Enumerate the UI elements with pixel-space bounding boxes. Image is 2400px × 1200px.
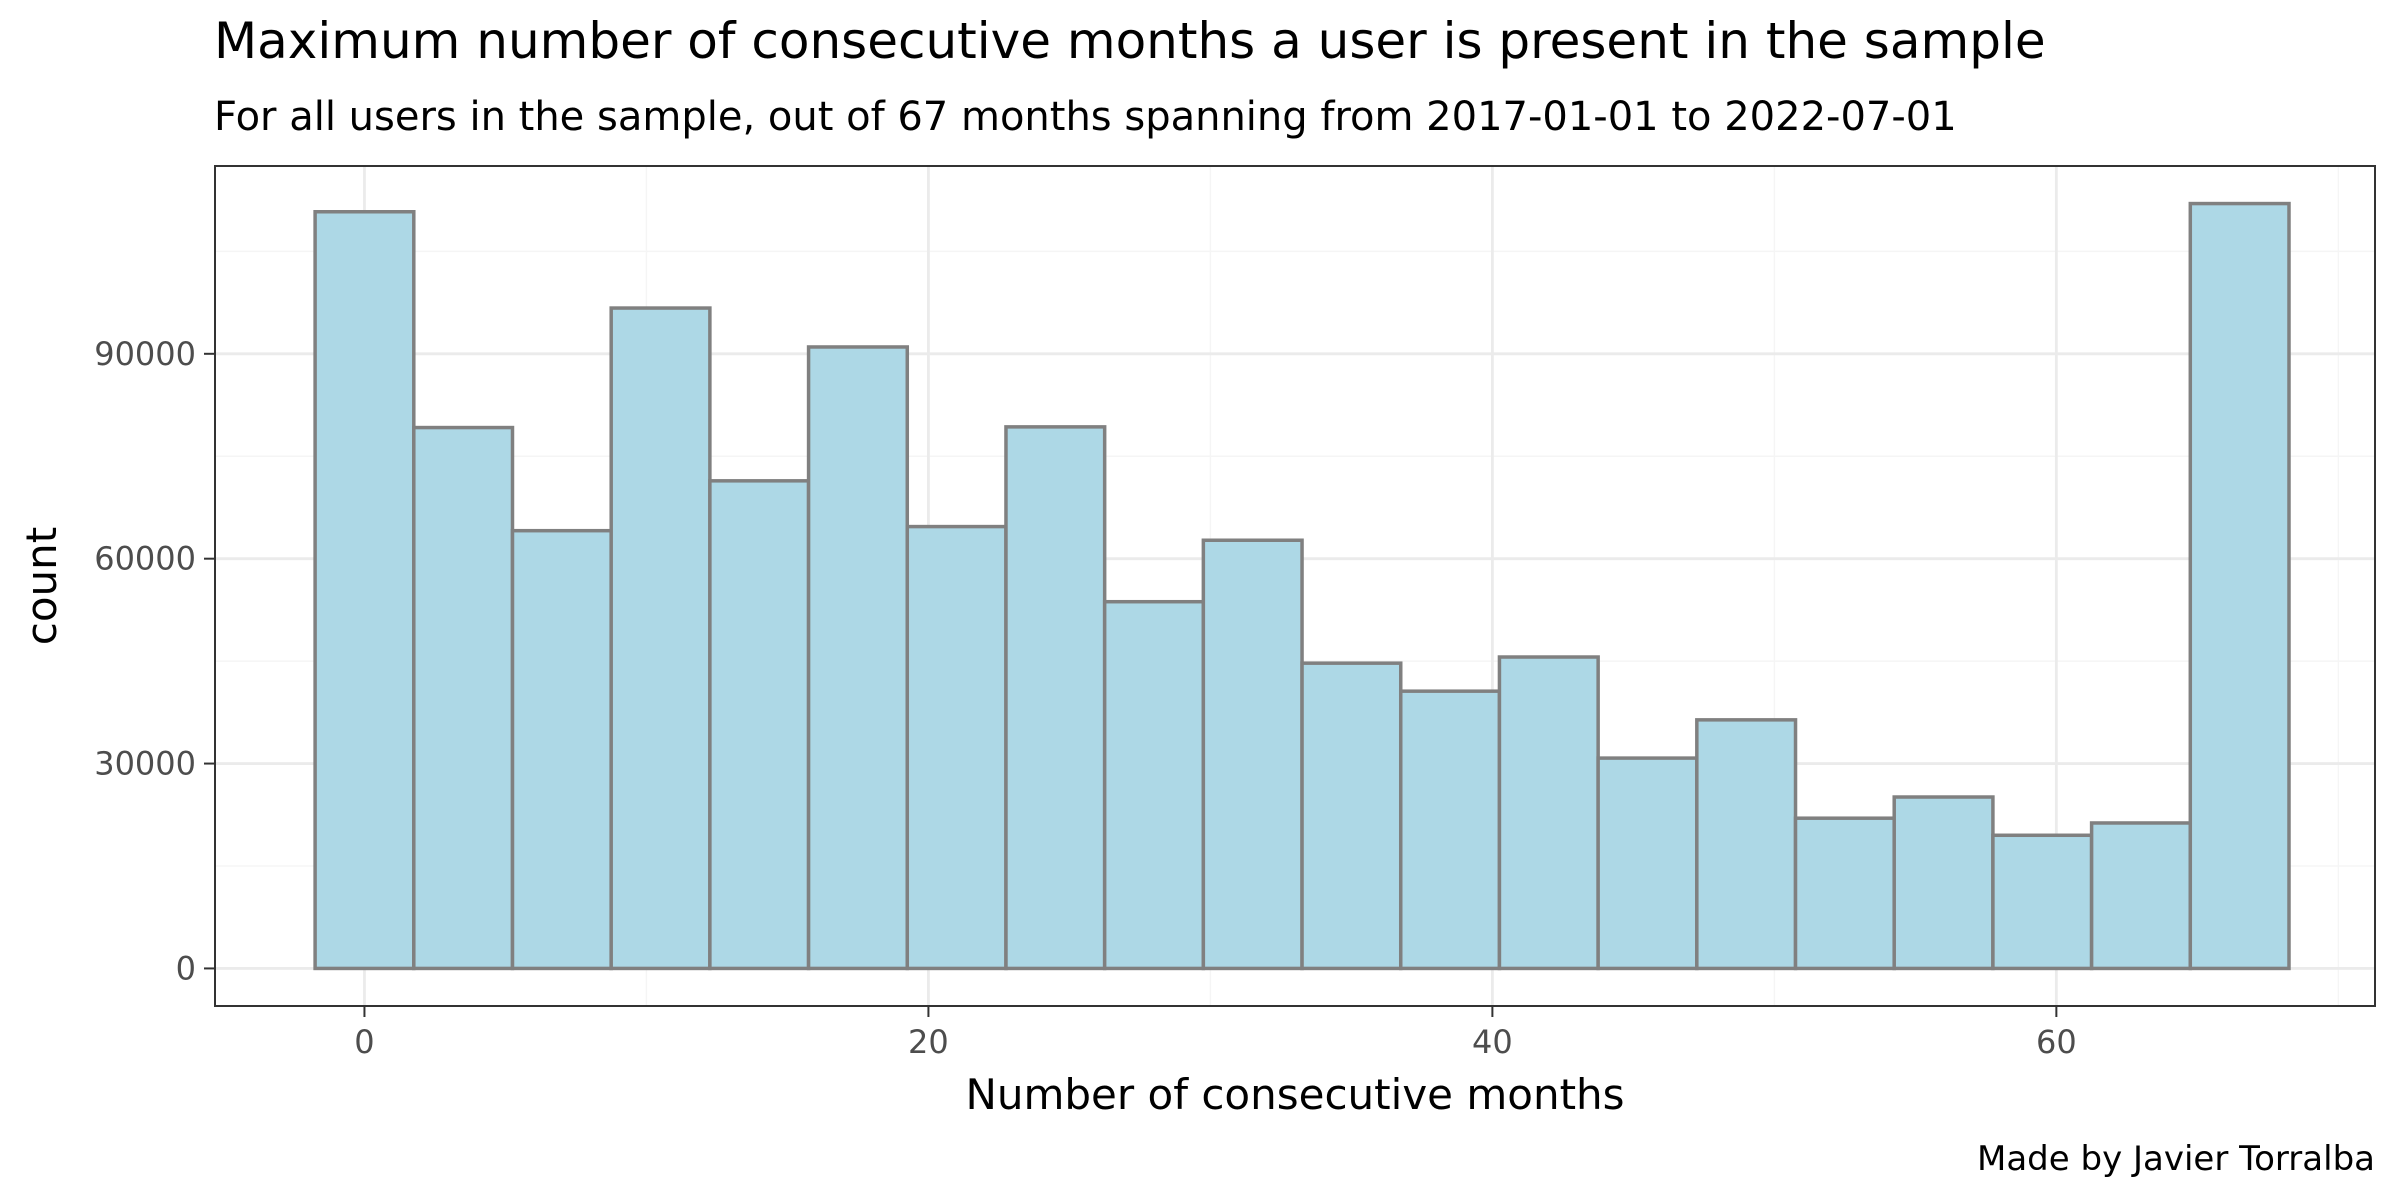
chart-caption: Made by Javier Torralba xyxy=(1977,1139,2375,1179)
histogram-bar xyxy=(1991,833,2094,971)
y-tick-label: 0 xyxy=(176,949,196,987)
x-axis: 0 20 40 60 xyxy=(354,1006,2077,1061)
histogram-bar xyxy=(1300,661,1403,971)
histogram-bar xyxy=(1201,538,1304,971)
histogram-bar xyxy=(313,210,416,971)
histogram-bar xyxy=(609,306,712,971)
histogram-bar xyxy=(905,524,1008,971)
x-axis-title: Number of consecutive months xyxy=(965,1070,1624,1119)
histogram-bar xyxy=(1892,795,1995,971)
histogram-bar xyxy=(510,528,613,971)
x-tick-label: 20 xyxy=(908,1023,949,1061)
y-tick-label: 90000 xyxy=(94,335,196,373)
histogram-bar xyxy=(1004,425,1107,971)
histogram-bar xyxy=(1596,756,1699,971)
x-tick-label: 40 xyxy=(1472,1023,1513,1061)
plot-panel xyxy=(214,165,2376,1007)
panel-border xyxy=(214,165,2376,1007)
histogram-bar xyxy=(1695,718,1798,971)
histogram-bars xyxy=(313,201,2291,971)
y-axis-title: count xyxy=(17,527,66,646)
histogram-bar xyxy=(1497,655,1600,971)
histogram-bar xyxy=(2188,201,2291,971)
histogram-bar xyxy=(806,345,910,971)
histogram-bar xyxy=(708,479,811,971)
histogram-bar xyxy=(1398,689,1502,971)
chart-subtitle: For all users in the sample, out of 67 m… xyxy=(214,94,1957,140)
x-tick-label: 0 xyxy=(354,1023,374,1061)
chart-title: Maximum number of consecutive months a u… xyxy=(214,12,2046,70)
histogram-bar xyxy=(1793,816,1896,971)
y-tick-label: 60000 xyxy=(94,540,196,578)
histogram-bar xyxy=(412,425,515,971)
histogram-bar xyxy=(2089,821,2193,971)
y-tick-label: 30000 xyxy=(94,745,196,783)
histogram-bar xyxy=(1102,599,1206,971)
x-tick-label: 60 xyxy=(2036,1023,2077,1061)
y-axis: 0 30000 60000 90000 xyxy=(94,335,215,987)
